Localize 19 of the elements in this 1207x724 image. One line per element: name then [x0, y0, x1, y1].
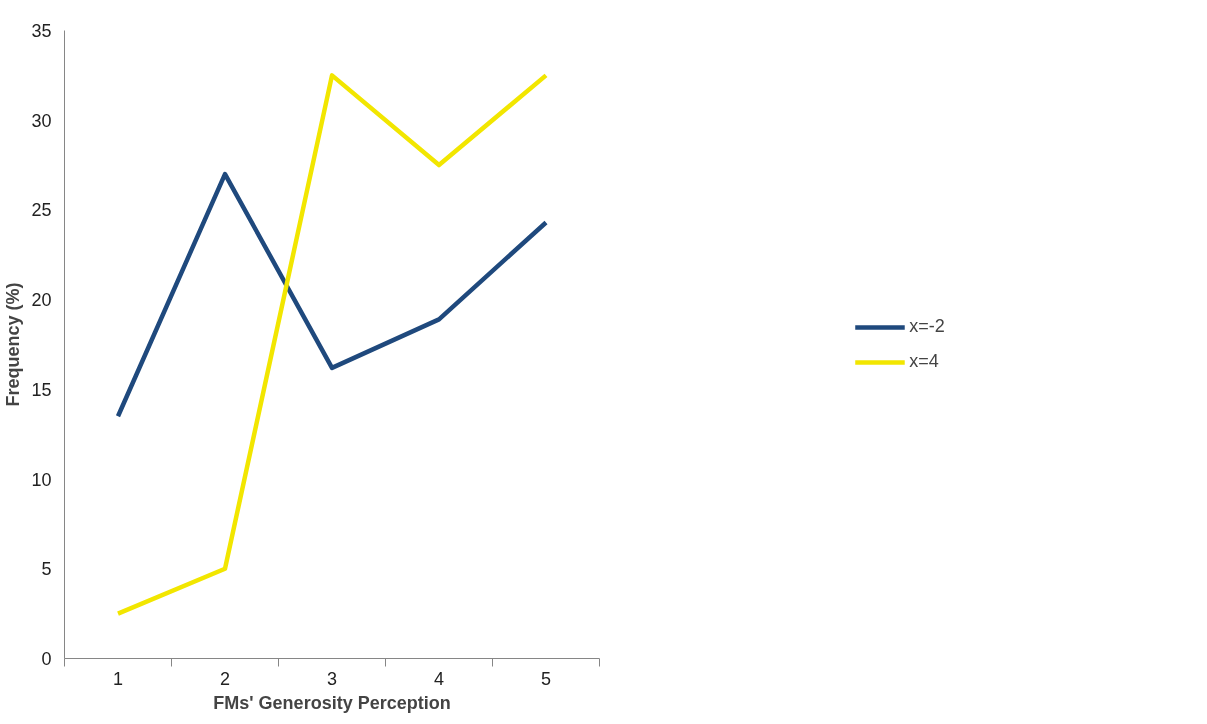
y-tick-label: 10	[31, 469, 52, 490]
y-tick-label: 20	[31, 290, 52, 311]
y-tick-label: 0	[41, 649, 52, 669]
x-tick-label: 1	[112, 668, 124, 689]
line-series	[115, 171, 549, 419]
legend-label: x=4	[909, 351, 939, 372]
x-tick-label: 5	[540, 668, 552, 689]
y-tick-label: 25	[31, 200, 52, 221]
x-tick-label: 2	[219, 668, 231, 689]
x-tick-label: 3	[326, 668, 338, 689]
x-tick-label: 4	[433, 668, 445, 689]
y-tick-label: 15	[31, 379, 52, 400]
y-axis-title: Frequency (%)	[3, 282, 24, 407]
y-tick-label: 30	[31, 110, 52, 131]
y-tick-label: 35	[31, 21, 52, 41]
y-tick-label: 5	[41, 559, 52, 580]
legend-label: x=-2	[909, 316, 945, 337]
line-series	[115, 73, 549, 616]
x-axis-title: FMs' Generosity Perception	[213, 692, 451, 713]
